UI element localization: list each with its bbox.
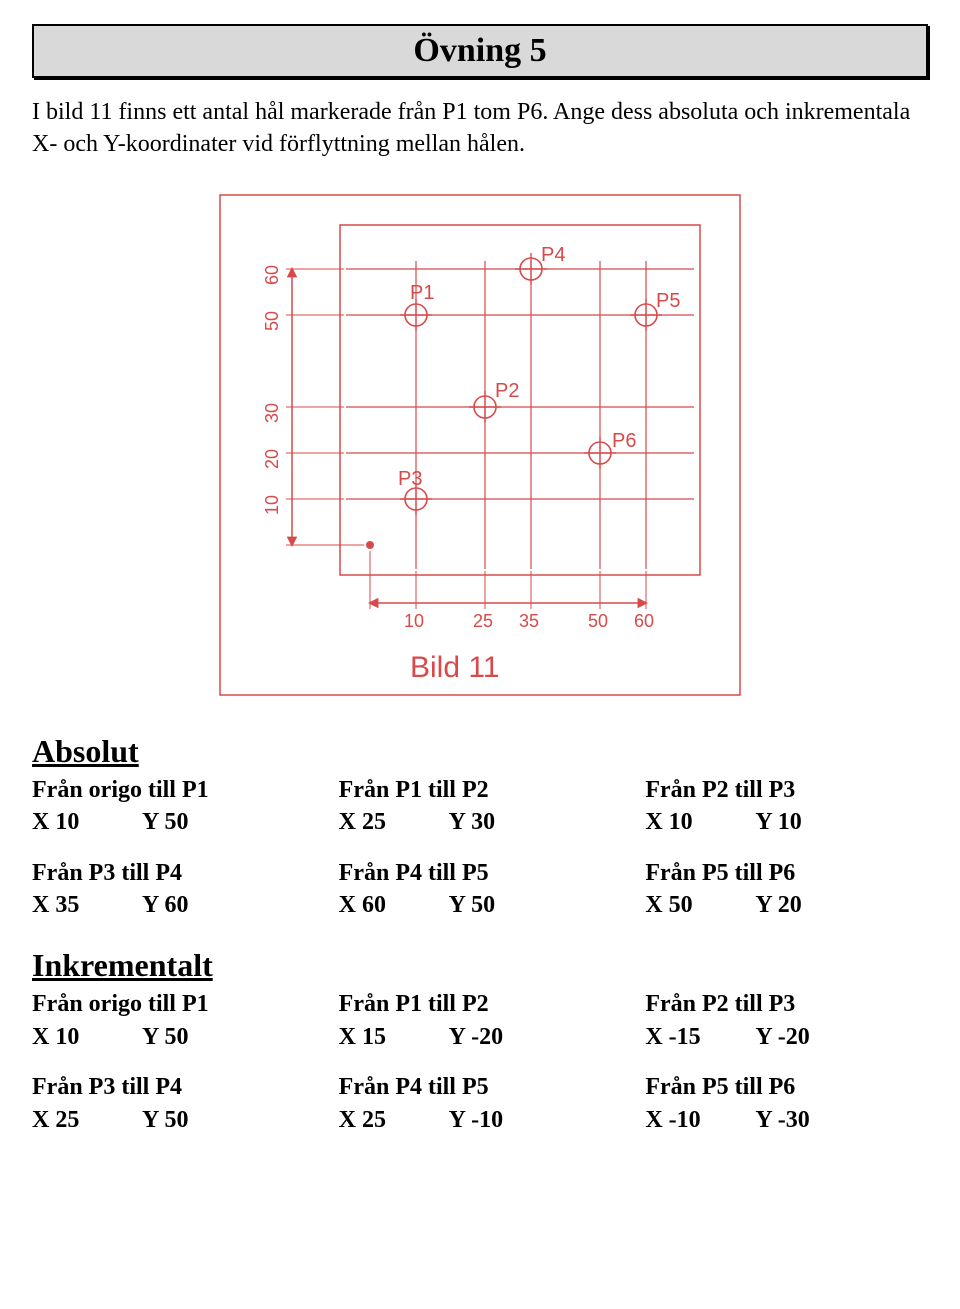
diagram-svg: 10 25 35 50 60 10 20 30 50 60 P1 P2 P3 P4 P5 P6 Bild 11 — [210, 185, 750, 705]
absolut-grid: Från origo till P1 X 10Y 50 Från P1 till P… — [32, 774, 928, 922]
coord-values: X -15Y -20 — [645, 1024, 809, 1050]
coord-values: X 15Y -20 — [339, 1024, 503, 1050]
diagram-container: 10 25 35 50 60 10 20 30 50 60 P1 P2 P3 P4 P5 P6 Bild 11 — [210, 185, 750, 705]
coord-values: X 60Y 50 — [339, 892, 495, 918]
coord-cell: Från P5 till P6 X -10Y -30 — [645, 1071, 928, 1136]
coord-cell: Från P2 till P3 X -15Y -20 — [645, 988, 928, 1053]
coord-label: Från P3 till P4 — [32, 1071, 315, 1103]
svg-text:P2: P2 — [495, 380, 519, 402]
coord-label: Från P5 till P6 — [645, 857, 928, 889]
coord-label: Från P5 till P6 — [645, 1071, 928, 1103]
svg-text:30: 30 — [262, 403, 282, 423]
coord-label: Från P1 till P2 — [339, 774, 622, 806]
coord-cell: Från P4 till P5 X 25Y -10 — [339, 1071, 622, 1136]
exercise-title: Övning 5 — [34, 32, 926, 70]
coord-values: X 50Y 20 — [645, 892, 801, 918]
svg-text:10: 10 — [404, 611, 424, 631]
coord-values: X 35Y 60 — [32, 892, 188, 918]
coord-values: X -10Y -30 — [645, 1107, 809, 1133]
svg-text:60: 60 — [634, 611, 654, 631]
svg-text:P5: P5 — [656, 290, 680, 312]
svg-text:P1: P1 — [410, 282, 434, 304]
svg-text:20: 20 — [262, 449, 282, 469]
coord-label: Från P3 till P4 — [32, 857, 315, 889]
svg-text:Bild 11: Bild 11 — [410, 651, 500, 684]
absolut-heading: Absolut — [32, 733, 928, 770]
coord-cell: Från P5 till P6 X 50Y 20 — [645, 857, 928, 922]
svg-text:35: 35 — [519, 611, 539, 631]
coord-cell: Från P1 till P2 X 25Y 30 — [339, 774, 622, 839]
coord-label: Från P2 till P3 — [645, 988, 928, 1020]
coord-values: X 25Y -10 — [339, 1107, 503, 1133]
coord-cell: Från origo till P1 X 10Y 50 — [32, 774, 315, 839]
coord-cell: Från P3 till P4 X 35Y 60 — [32, 857, 315, 922]
svg-text:P3: P3 — [398, 468, 422, 490]
coord-label: Från origo till P1 — [32, 774, 315, 806]
exercise-title-box: Övning 5 — [32, 24, 928, 78]
intro-text: I bild 11 finns ett antal hål markerade … — [32, 96, 928, 161]
svg-text:25: 25 — [473, 611, 493, 631]
svg-text:P6: P6 — [612, 430, 636, 452]
inkrementalt-heading: Inkrementalt — [32, 947, 928, 984]
svg-text:10: 10 — [262, 495, 282, 515]
coord-cell: Från P3 till P4 X 25Y 50 — [32, 1071, 315, 1136]
coord-values: X 10Y 50 — [32, 1024, 188, 1050]
svg-text:50: 50 — [588, 611, 608, 631]
coord-cell: Från P4 till P5 X 60Y 50 — [339, 857, 622, 922]
coord-label: Från P2 till P3 — [645, 774, 928, 806]
coord-values: X 25Y 30 — [339, 809, 495, 835]
coord-values: X 10Y 50 — [32, 809, 188, 835]
svg-text:P4: P4 — [541, 244, 565, 266]
coord-label: Från origo till P1 — [32, 988, 315, 1020]
coord-label: Från P1 till P2 — [339, 988, 622, 1020]
coord-cell: Från P1 till P2 X 15Y -20 — [339, 988, 622, 1053]
coord-cell: Från P2 till P3 X 10Y 10 — [645, 774, 928, 839]
inkrementalt-grid: Från origo till P1 X 10Y 50 Från P1 till P… — [32, 988, 928, 1136]
svg-text:50: 50 — [262, 311, 282, 331]
coord-cell: Från origo till P1 X 10Y 50 — [32, 988, 315, 1053]
coord-label: Från P4 till P5 — [339, 857, 622, 889]
coord-label: Från P4 till P5 — [339, 1071, 622, 1103]
svg-text:60: 60 — [262, 265, 282, 285]
coord-values: X 10Y 10 — [645, 809, 801, 835]
coord-values: X 25Y 50 — [32, 1107, 188, 1133]
